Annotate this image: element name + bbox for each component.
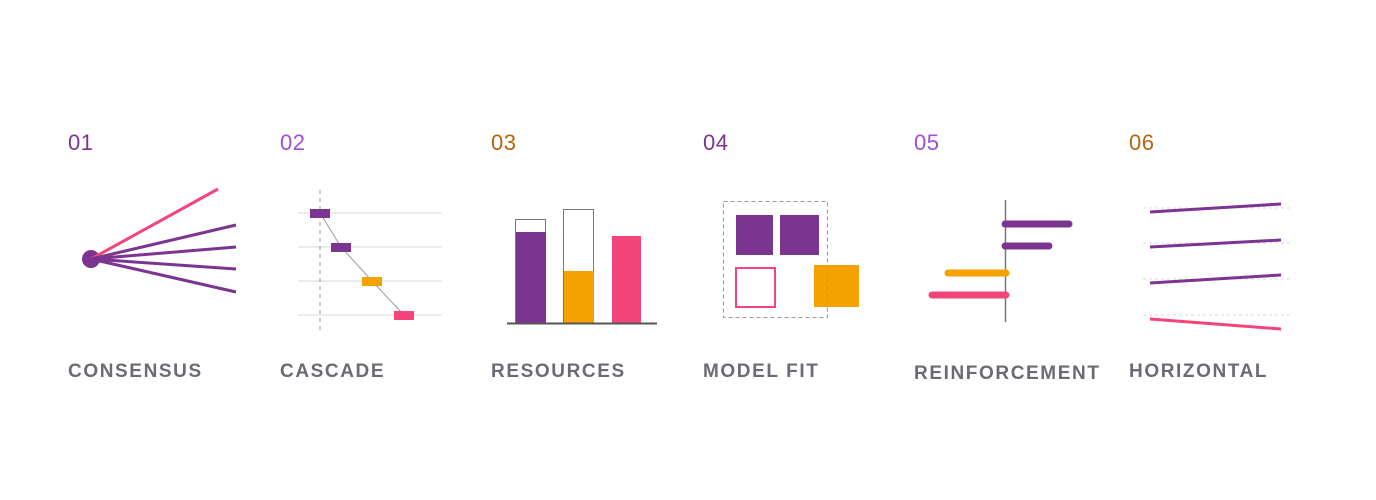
item-number: 04	[703, 130, 729, 155]
item-label: MODEL FIT	[703, 361, 820, 382]
consensus-icon	[82, 187, 237, 294]
item-model-fit: 04 MODEL FIT	[703, 0, 903, 500]
item-horizontal: 06 HORIZONTAL	[1129, 0, 1329, 500]
model-fit-icon	[723, 201, 859, 318]
item-label: HORIZONTAL	[1129, 361, 1269, 382]
item-reinforcement: 05 REINFORCEMENT	[914, 0, 1114, 500]
item-number: 06	[1129, 130, 1155, 155]
item-number: 05	[914, 130, 940, 155]
item-number: 01	[68, 130, 94, 155]
item-number: 03	[491, 130, 517, 155]
item-cascade: 02 CASCADE	[280, 0, 480, 500]
resources-icon	[507, 209, 657, 325]
cascade-icon	[298, 190, 442, 332]
horizontal-icon	[1143, 202, 1292, 331]
item-label: CASCADE	[280, 361, 386, 382]
item-label: CONSENSUS	[68, 361, 203, 382]
item-label: REINFORCEMENT	[914, 363, 1101, 384]
item-label: RESOURCES	[491, 361, 626, 382]
item-number: 02	[280, 130, 306, 155]
reinforcement-icon	[928, 200, 1073, 322]
item-resources: 03 RESOURCES	[491, 0, 691, 500]
item-consensus: 01 CONSENSUS	[68, 0, 268, 500]
